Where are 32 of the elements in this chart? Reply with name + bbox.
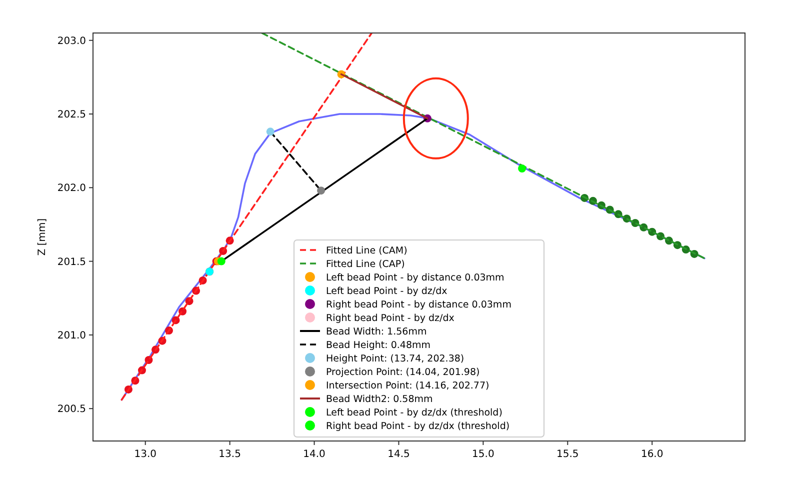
x-tick-label: 13.0 [134, 449, 156, 460]
legend-label: Left bead Point - by distance 0.03mm [326, 272, 504, 284]
x-tick-label: 15.0 [472, 449, 494, 460]
legend-label: Left bead Point - by dz/dx (threshold) [326, 408, 502, 418]
x-tick-label: 16.0 [640, 449, 664, 460]
x-tick-label: 13.5 [218, 449, 241, 460]
legend-label: Fitted Line (CAP) [326, 259, 405, 270]
legend-label: Bead Height: 0.48mm [326, 340, 431, 351]
point [317, 186, 326, 195]
legend-label: Right bead Point - by dz/dx (threshold) [326, 421, 510, 432]
x-tick-label: 14.0 [303, 449, 326, 460]
y-axis-title: Z [mm] [37, 218, 48, 256]
legend-label: Bead Width: 1.56mm [326, 326, 427, 338]
x-tick-label: 14.5 [388, 449, 410, 460]
y-tick-label: 203.0 [57, 36, 86, 47]
legend-label: Right bead Point - by distance 0.03mm [326, 300, 512, 310]
y-tick-label: 201.5 [57, 256, 86, 268]
point [518, 164, 526, 173]
legend-label: Projection Point: (14.04, 201.98) [326, 367, 480, 378]
y-tick-label: 201.0 [57, 330, 86, 342]
legend-label: Bead Width2: 0.58mm [326, 394, 433, 405]
legend-label: Fitted Line (CAM) [326, 246, 408, 256]
legend-label: Intersection Point: (14.16, 202.77) [326, 380, 490, 392]
x-tick-label: 15.5 [556, 449, 579, 460]
point [217, 257, 226, 266]
y-tick-label: 202.5 [57, 110, 86, 121]
legend-label: Right bead Point - by dz/dx [326, 313, 455, 324]
legend-label: Left bead Point - by dz/dx [326, 286, 448, 297]
point [266, 128, 274, 136]
y-tick-label: 200.5 [57, 404, 86, 416]
y-tick-label: 202.0 [57, 183, 86, 194]
legend-label: Height Point: (13.74, 202.38) [326, 354, 464, 364]
